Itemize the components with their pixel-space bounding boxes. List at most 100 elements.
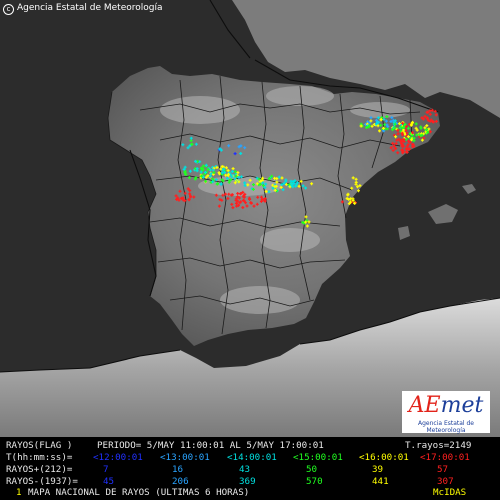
lightning-strike-411 [187,198,191,202]
lightning-strike-79 [415,128,419,132]
lightning-strike-340 [257,177,261,181]
legend-positive-count-2: 16 [172,464,184,475]
legend-time-bin-2: <13:00:01 [160,452,210,463]
lightning-strike-376 [242,199,246,203]
lightning-strike-13 [368,121,372,125]
lightning-strike-35 [389,120,393,123]
lightning-strike-42 [374,122,378,126]
lightning-strike-398 [230,193,233,197]
legend-row-negative: RAYOS-(1937)= 45 206 369 570 441 307 [0,476,500,488]
lightning-strike-152 [391,148,395,152]
lightning-strike-114 [428,130,432,134]
balearic-islands [398,184,476,240]
lightning-strike-25 [378,129,381,133]
lightning-strike-396 [227,192,231,196]
legend-negative-count-4: 570 [306,476,323,487]
lightning-strike-217 [206,174,210,178]
lightning-strike-90 [420,138,424,142]
lightning-strike-214 [233,177,237,181]
lightning-strike-140 [397,137,401,141]
lightning-strike-277 [183,170,187,174]
lightning-strike-206 [233,170,237,174]
lightning-strike-416 [179,196,183,200]
legend-negative-label: RAYOS-(1937)= [6,476,78,487]
lightning-strikes [174,108,438,228]
lightning-strike-423 [299,179,303,183]
legend-positive-count-3: 43 [239,464,251,475]
lightning-strike-385 [263,197,267,201]
lightning-strike-434 [297,184,301,188]
lightning-strike-233 [212,171,216,174]
lightning-strike-59 [385,115,389,119]
lightning-strike-281 [199,170,203,174]
legend-negative-count-2: 206 [172,476,189,487]
lightning-strike-332 [277,175,281,179]
lightning-strike-458 [194,142,198,146]
lightning-strike-119 [403,122,407,126]
lightning-strike-106 [406,135,410,139]
lightning-strike-442 [348,200,352,204]
lightning-strike-201 [204,175,208,179]
lightning-strike-24 [382,129,386,133]
lightning-strike-334 [243,184,247,187]
lightning-strike-241 [216,182,220,186]
lightning-strike-185 [433,109,437,113]
lightning-strike-181 [426,118,430,122]
lightning-strike-330 [255,182,259,186]
lightning-strike-314 [255,176,259,180]
map-title: MAPA NACIONAL DE RAYOS (ULTIMAS 6 HORAS) [28,487,250,498]
lightning-strike-478 [356,185,359,189]
lightning-strike-240 [220,171,224,175]
lightning-strike-469 [227,144,231,148]
lightning-strike-305 [263,186,267,189]
lightning-strike-410 [183,199,187,203]
lightning-strike-54 [393,119,397,123]
lightning-strike-477 [351,176,355,180]
lightning-strike-384 [239,192,243,195]
lightning-strike-474 [218,147,222,151]
lightning-strike-450 [304,215,308,219]
lightning-strike-346 [270,174,274,178]
lightning-strike-49 [376,116,380,120]
lightning-strike-328 [271,186,275,190]
lightning-strike-36 [391,128,394,132]
lightning-strike-309 [282,181,286,185]
lightning-strike-326 [243,181,247,185]
lightning-strike-110 [426,130,430,134]
lightning-strike-276 [182,167,186,171]
lightning-strike-118 [425,128,429,132]
lightning-strike-203 [233,181,237,185]
lightning-strike-429 [310,182,314,186]
lightning-strike-424 [293,179,297,183]
aemet-logo: AEmet Agencia Estatal de Meteorología [402,391,490,434]
lightning-strike-405 [178,189,182,193]
lightning-strike-392 [230,202,234,206]
lightning-strike-480 [354,180,358,184]
lightning-strike-414 [176,196,180,200]
lightning-strike-290 [200,166,203,170]
lightning-strike-320 [281,188,285,192]
lightning-strike-310 [280,176,284,180]
lightning-strike-259 [220,178,224,182]
lightning-strike-288 [184,172,187,176]
lightning-strike-390 [234,201,238,205]
lightning-strike-463 [190,142,194,146]
france-landmass [232,0,500,118]
lightning-strike-251 [227,172,230,176]
lightning-strike-300 [284,182,288,186]
lightning-strike-40 [390,116,394,120]
copyright-icon: c [3,4,14,15]
lightning-strike-80 [412,136,416,140]
lightning-strike-167 [402,140,406,143]
lightning-strike-298 [183,165,187,169]
lightning-strike-131 [389,146,393,150]
lightning-strike-358 [236,192,240,195]
lightning-strike-362 [255,202,259,206]
country-borders [0,0,500,373]
lightning-strike-433 [292,181,296,185]
lightning-strike-77 [408,132,412,135]
legend-time-bin-6: <17:00:01 [420,452,470,463]
lightning-strike-190 [225,166,228,170]
lightning-strike-43 [382,126,385,130]
lightning-strike-180 [431,120,435,124]
